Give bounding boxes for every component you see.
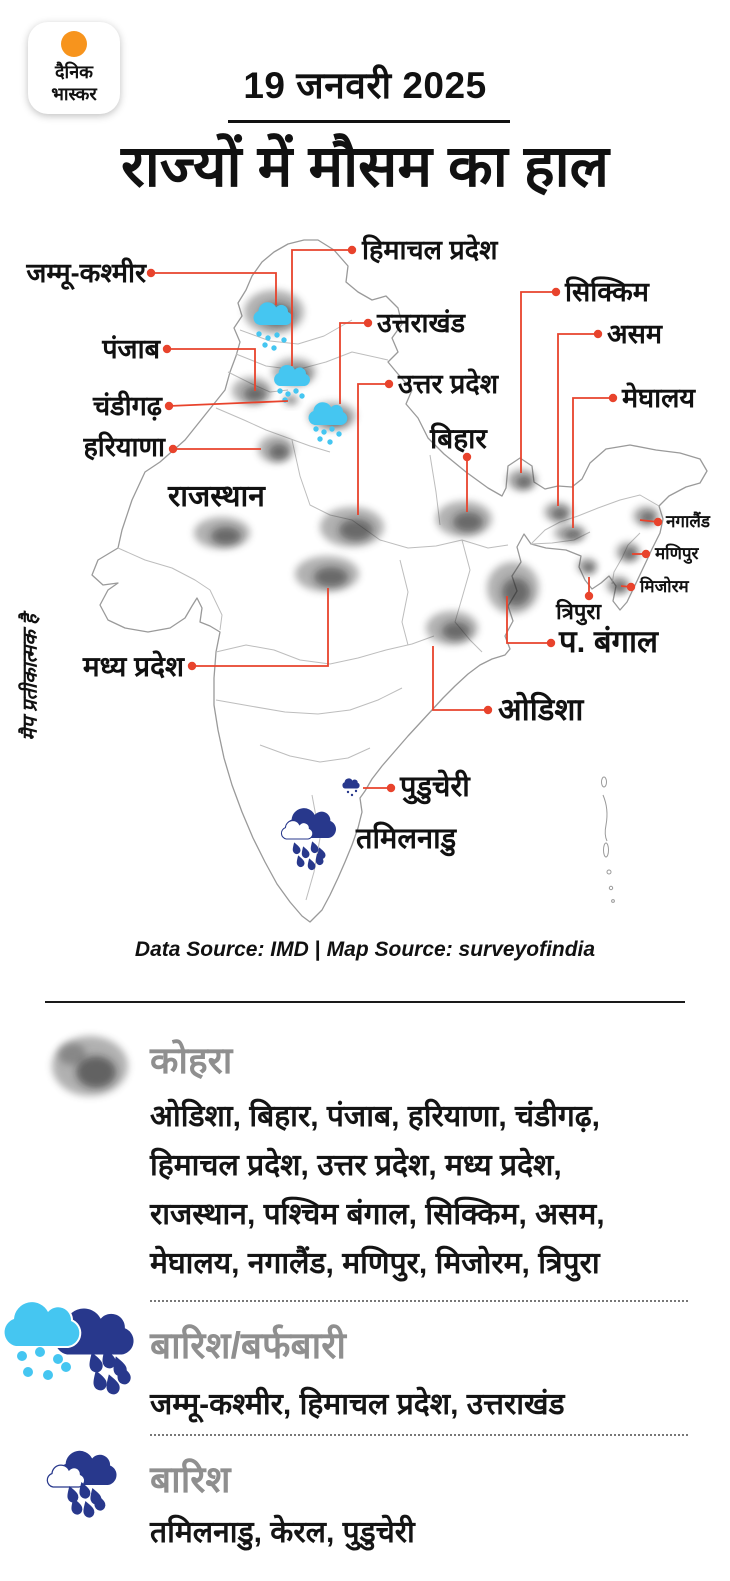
date-underline	[228, 120, 510, 123]
fog-icon-uttar-pradesh	[320, 507, 384, 547]
rain-cloud-icons	[280, 778, 360, 872]
legend-fog-states-line4: मेघालय, नगालैंड, मणिपुर, मिजोरम, त्रिपुर…	[150, 1247, 600, 1280]
fog-icon-assam	[544, 502, 572, 522]
legend-fog-states-line2: हिमाचल प्रदेश, उत्तर प्रदेश, मध्य प्रदेश…	[150, 1149, 562, 1182]
map-label-tripura: त्रिपुरा	[556, 599, 602, 624]
brand-logo: दैनिक भास्कर	[28, 22, 120, 114]
fog-icon-manipur	[616, 542, 640, 562]
legend-rain-icon	[46, 1450, 117, 1519]
map-label-nagaland: नगालैंड	[666, 512, 711, 531]
fog-icon-chandigarh	[284, 395, 298, 405]
map-label-madhya-pradesh: मध्य प्रदेश	[82, 651, 184, 682]
fog-icon-haryana	[258, 435, 294, 463]
rain-snow-cloud-icons	[253, 302, 348, 445]
map-label-uttarakhand: उत्तराखंड	[377, 308, 466, 338]
legend-rain-snow-states: जम्मू-कश्मीर, हिमाचल प्रदेश, उत्तराखंड	[150, 1388, 565, 1421]
map-label-tamilnadu: तमिलनाडु	[356, 823, 457, 855]
brand-name-line2: भास्कर	[51, 84, 97, 104]
fog-icon-tripura	[577, 558, 597, 574]
map-label-mizoram: मिजोरम	[640, 577, 689, 596]
map-label-meghalaya: मेघालय	[622, 383, 696, 413]
fog-icon-meghalaya	[554, 524, 586, 542]
map-label-sikkim: सिक्किम	[565, 277, 649, 307]
map-label-west-bengal: प. बंगाल	[559, 624, 659, 659]
map-label-himachal-pradesh: हिमाचल प्रदेश	[362, 235, 498, 265]
fog-icon-sikkim	[507, 469, 537, 491]
legend-fog-title: कोहरा	[150, 1040, 233, 1081]
legend-fog-icon	[52, 1036, 128, 1096]
legend-rain-snow-title: बारिश/बर्फबारी	[150, 1325, 346, 1366]
fog-icon-mizoram	[606, 576, 630, 594]
source-separator: |	[314, 938, 321, 961]
snow-drops-uk	[313, 426, 342, 445]
leader-lines	[151, 249, 659, 789]
fog-icon-madhya-pradesh	[295, 556, 359, 592]
brand-logo-sun-icon	[61, 31, 87, 57]
map-label-haryana: हरियाणा	[83, 432, 165, 462]
map-label-uttar-pradesh: उत्तर प्रदेश	[398, 369, 499, 399]
legend-fog-states-line1: ओडिशा, बिहार, पंजाब, हरियाणा, चंडीगढ़,	[150, 1100, 601, 1133]
map-source: Map Source: surveyofindia	[326, 938, 596, 961]
india-outline	[91, 239, 708, 923]
fog-icon-punjab	[232, 377, 272, 405]
snow-drops-jk	[256, 331, 287, 351]
brand-name-line1: दैनिक	[54, 62, 94, 82]
fog-icon-west-bengal	[487, 562, 539, 614]
map-label-puducherry: पुडुचेरी	[400, 771, 470, 803]
legend-divider-1	[150, 1300, 688, 1302]
map-label-punjab: पंजाब	[102, 334, 160, 364]
legend-top-divider	[45, 1001, 685, 1003]
legend-rain-snow-icon	[2, 1300, 134, 1397]
legend-divider-2	[150, 1434, 688, 1436]
date-heading: 19 जनवरी 2025	[243, 65, 487, 106]
map-label-assam: असम	[607, 319, 663, 349]
legend-rain-states: तमिलनाडु, केरल, पुडुचेरी	[150, 1516, 415, 1549]
fog-icon-odisha	[426, 611, 478, 645]
andaman-islands	[601, 776, 615, 903]
map-label-chandigarh: चंडीगढ़	[93, 391, 162, 421]
fog-icon-bihar	[436, 501, 492, 537]
map-label-jammu-kashmir: जम्मू-कश्मीर	[26, 258, 146, 288]
map-label-rajasthan: राजस्थान	[168, 480, 265, 513]
legend-fog-states-line3: राजस्थान, पश्चिम बंगाल, सिक्किम, असम,	[150, 1198, 605, 1231]
map-label-manipur: मणिपुर	[655, 544, 699, 563]
fog-icon-rajasthan	[194, 517, 250, 549]
map-disclaimer-note: मैप प्रतीकात्मक है	[19, 614, 42, 741]
source-line: Data Source: IMD | Map Source: surveyofind…	[0, 938, 730, 962]
rain-drops-puducherry	[346, 789, 358, 797]
leader-dots	[146, 245, 663, 793]
data-source: Data Source: IMD	[134, 938, 309, 961]
map-label-odisha: ओडिशा	[498, 692, 584, 727]
legend-rain-title: बारिश	[150, 1459, 231, 1500]
map-label-bihar: बिहार	[430, 423, 487, 454]
page-title: राज्यों में मौसम का हाल	[120, 134, 610, 199]
